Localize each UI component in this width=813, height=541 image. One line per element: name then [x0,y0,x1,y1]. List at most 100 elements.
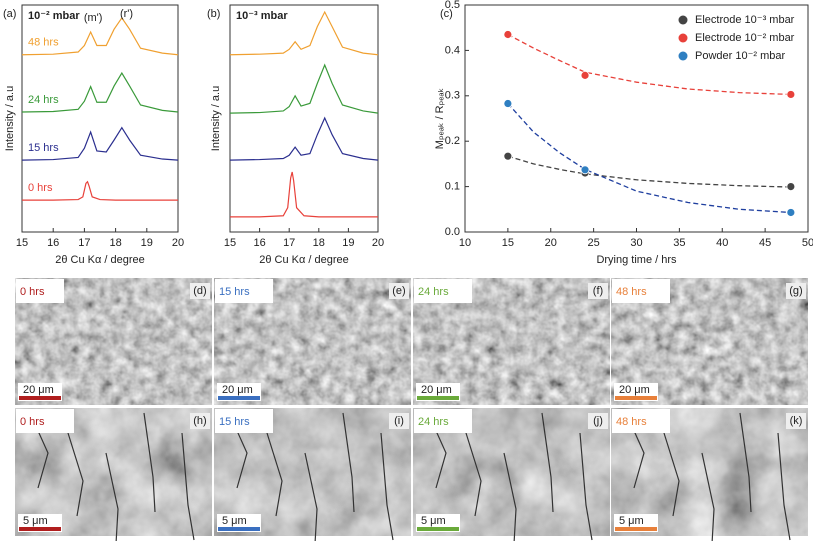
x-tick-label: 16 [253,237,265,249]
scale-bar [218,396,260,400]
annotation: 10⁻² mbar [28,10,80,22]
panel-label: (c) [440,8,453,20]
xrd-curve [21,126,179,161]
panel-tag-box [588,413,608,429]
x-tick-label: 18 [313,237,325,249]
x-tick-label: 15 [502,237,514,249]
fit-curve [507,33,791,96]
time-box [612,409,670,433]
x-tick-label: 19 [342,237,354,249]
x-tick-label: 40 [716,237,728,249]
time-label: 0 hrs [20,416,45,428]
legend-marker [678,51,688,61]
scale-bar [417,527,459,531]
crack [777,432,791,541]
x-tick-label: 18 [109,237,121,249]
time-box [612,279,670,303]
panel-tag: (f) [593,285,603,297]
crack [503,452,517,541]
scale-bar [615,527,657,531]
fit-curve [507,155,791,188]
panel-tag-box [190,283,210,299]
x-tick-label: 20 [545,237,557,249]
crack [739,412,752,513]
x-tick-label: 50 [802,237,813,249]
legend-label: Electrode 10⁻² mbar [695,32,795,44]
data-point [580,70,590,80]
y-tick-label: 0.5 [445,0,460,11]
x-tick-label: 10 [459,237,471,249]
annotation: (r') [120,8,133,20]
panel-label: (a) [3,8,16,20]
crack [304,452,318,541]
curve-label: 48 hrs [28,37,59,49]
legend-label: Powder 10⁻² mbar [695,50,786,62]
xrd-curve [21,16,179,56]
data-point [503,30,513,39]
crack [105,452,119,541]
scale-bar [19,396,61,400]
y-axis-label: Intensity / a.u [210,86,222,151]
scale-bar [218,527,260,531]
y-tick-label: 0.4 [445,44,460,56]
crack [181,432,195,541]
panel-tag-box [786,413,806,429]
time-box [215,409,273,433]
panel-tag: (d) [193,285,206,297]
plot-frame [229,4,379,233]
xrd-curve [21,71,179,113]
data-point [503,99,513,108]
y-axis-label: Mₚₑₐₖ / Rₚₑₐₖ [434,88,446,149]
plot-frame [21,4,179,233]
scale-label: 5 μm [222,515,247,527]
annotation: 10⁻³ mbar [236,10,288,22]
data-point [503,151,513,161]
time-label: 48 hrs [616,286,647,298]
time-box [16,409,74,433]
xrd-curve [22,180,178,201]
x-axis-label: 2θ Cu Kα / degree [55,254,145,266]
xrd-curve [229,63,379,114]
y-tick-label: 0.3 [445,90,460,102]
crack [663,432,680,517]
panel-tag-box [786,283,806,299]
y-axis-label: Intensity / a.u [4,86,16,151]
crack [266,432,283,517]
crack [67,432,84,517]
fit-curve [507,103,791,214]
panel-tag-box [389,283,409,299]
time-label: 15 hrs [219,286,250,298]
data-point [786,208,796,217]
scale-label: 20 μm [619,384,650,396]
legend-marker [678,33,688,43]
time-box [215,279,273,303]
panel-tag: (h) [193,415,206,427]
x-tick-label: 20 [372,237,384,249]
x-axis-label: Drying time / hrs [596,254,677,266]
time-label: 0 hrs [20,286,45,298]
annotation: (m') [84,12,103,24]
x-tick-label: 35 [673,237,685,249]
panel-tag: (i) [394,415,404,427]
xrd-curve [230,171,378,218]
panel-tag: (e) [392,285,405,297]
x-tick-label: 20 [172,237,184,249]
x-tick-label: 17 [283,237,295,249]
data-point [786,90,796,99]
scale-label: 20 μm [222,384,253,396]
x-tick-label: 15 [16,237,28,249]
scale-label: 5 μm [619,515,644,527]
x-tick-label: 15 [224,237,236,249]
x-tick-label: 45 [759,237,771,249]
scale-bar [417,396,459,400]
legend-marker [678,15,688,25]
x-tick-label: 17 [78,237,90,249]
time-label: 48 hrs [616,416,647,428]
data-point [580,165,590,175]
scale-label: 20 μm [421,384,452,396]
x-tick-label: 19 [141,237,153,249]
time-label: 24 hrs [418,416,449,428]
xrd-curve [229,116,379,161]
panel-tag: (k) [790,415,803,427]
time-box [16,279,64,303]
